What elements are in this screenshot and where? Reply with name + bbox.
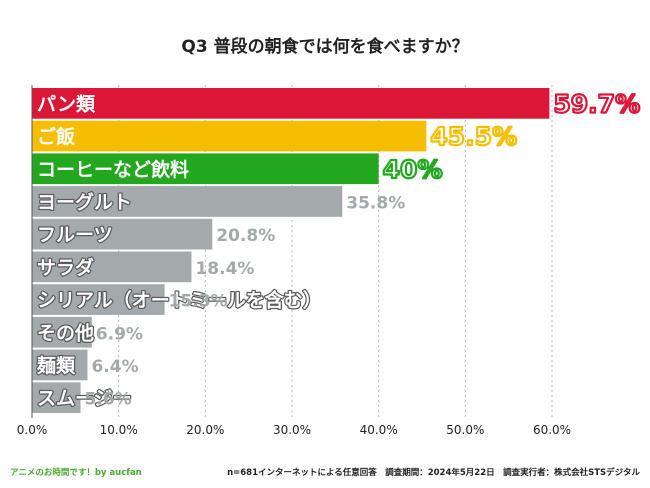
bar-9 — [32, 382, 81, 413]
value-label-0: 59.7% — [553, 89, 640, 118]
x-tick-label-5: 50.0% — [446, 423, 484, 437]
bar-3 — [32, 186, 343, 217]
bar-1 — [32, 120, 427, 152]
x-tick-label-1: 10.0% — [100, 423, 138, 437]
bar-8 — [32, 349, 88, 381]
bar-2 — [32, 153, 379, 185]
category-label-6: シリアル（オートミールを含む） — [37, 289, 322, 312]
value-label-5: 18.4% — [195, 259, 254, 279]
category-label-9: スムージー — [37, 388, 132, 410]
value-label-4: 20.8% — [216, 226, 275, 246]
x-tick-label-3: 30.0% — [273, 423, 311, 437]
bar-4 — [32, 218, 213, 250]
category-label-8: 麺類 — [36, 354, 76, 377]
category-label-2: コーヒーなど飲料 — [37, 158, 189, 181]
footer-survey-info: n=681インターネットによる任意回答 調査期間：2024年5月22日 調査実行… — [227, 468, 640, 478]
category-label-5: サラダ — [37, 256, 94, 279]
value-label-7: 6.9% — [96, 324, 143, 344]
value-label-1: 45.5% — [430, 122, 517, 151]
bar-5 — [32, 251, 192, 283]
category-label-0: パン類 — [37, 93, 96, 115]
value-label-8: 6.4% — [91, 357, 138, 377]
value-label-3: 35.8% — [346, 193, 405, 213]
value-label-6: 15.3% — [169, 292, 228, 312]
value-label-2: 40% — [383, 155, 443, 184]
x-tick-label-2: 20.0% — [186, 423, 224, 437]
x-tick-label-4: 40.0% — [360, 423, 398, 437]
footer-credit: アニメのお時間です！by aucfan — [10, 468, 142, 478]
category-label-1: ご飯 — [37, 125, 75, 148]
value-label-9: 5.6% — [85, 390, 132, 410]
bar-0 — [32, 88, 550, 119]
category-label-7: その他 — [37, 321, 94, 344]
bar-6 — [32, 284, 165, 315]
category-label-4: フルーツ — [37, 224, 113, 246]
chart-title: Q3 普段の朝食では何を食べますか？ — [181, 37, 469, 57]
x-tick-label-6: 60.0% — [533, 423, 571, 437]
bar-7 — [32, 316, 92, 348]
category-label-3: ヨーグルト — [37, 190, 132, 213]
bar-chart: パン類 59.7% ご飯 45.5% コーヒーなど飲料 40% ヨーグルト 35.8% フルーツ… — [17, 85, 641, 437]
x-tick-label-0: 0.0% — [17, 423, 48, 437]
